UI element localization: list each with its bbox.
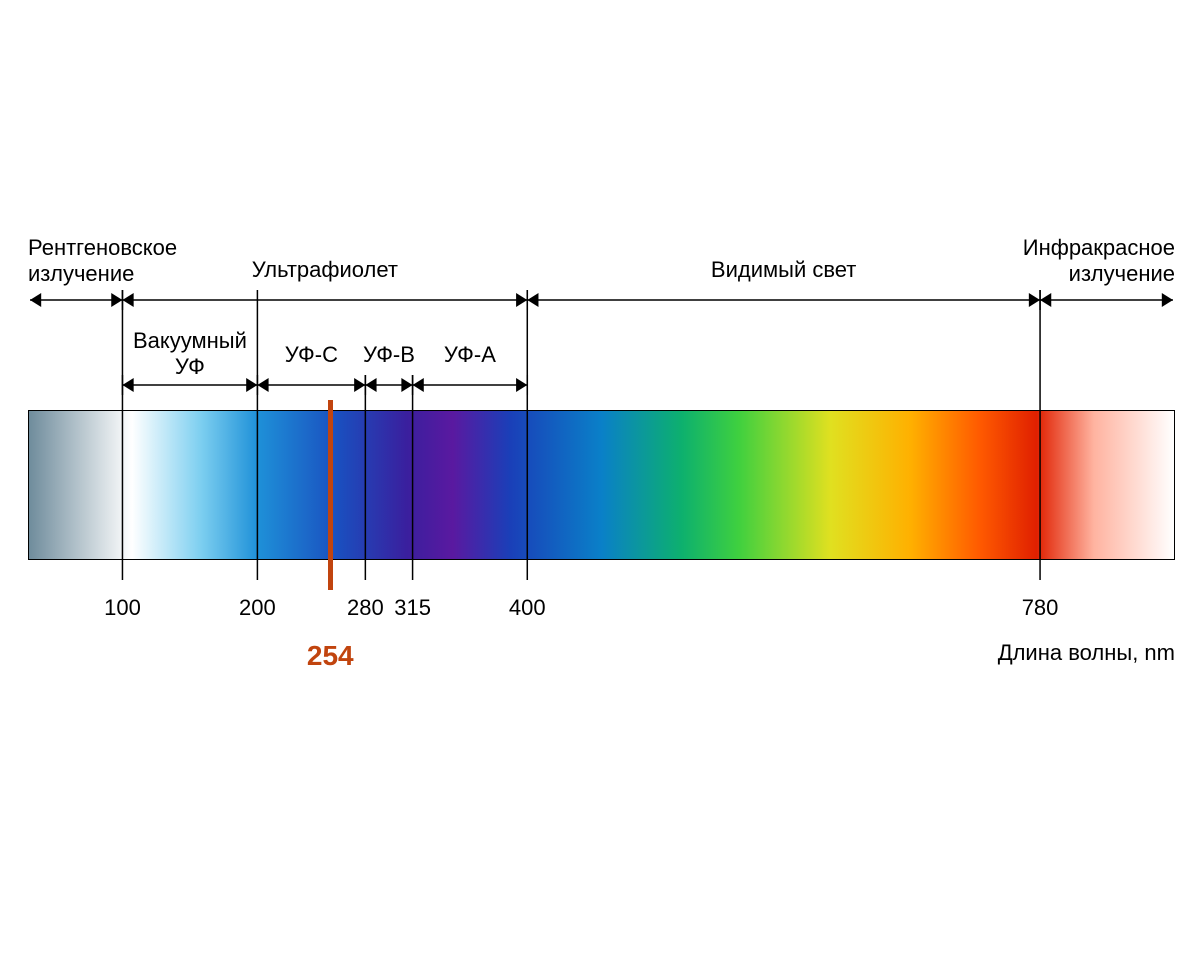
region-label-xray: Рентгеновскоеизлучение	[28, 235, 177, 287]
tick-280: 280	[347, 595, 384, 621]
region-label-visible: Видимый свет	[711, 257, 856, 283]
subregion-label-uvb: УФ-В	[363, 342, 415, 368]
tick-200: 200	[239, 595, 276, 621]
region-label-uv: Ультрафиолет	[252, 257, 398, 283]
tick-315: 315	[394, 595, 431, 621]
axis-label: Длина волны, nm	[998, 640, 1175, 666]
subregion-label-uvc: УФ-С	[285, 342, 338, 368]
region-label-ir: Инфракрасноеизлучение	[1023, 235, 1175, 287]
tick-780: 780	[1022, 595, 1059, 621]
tick-100: 100	[104, 595, 141, 621]
subregion-label-vacuum: ВакуумныйУФ	[133, 328, 247, 380]
highlight-line-254	[328, 400, 333, 590]
highlight-label-254: 254	[307, 640, 354, 672]
subregion-label-uva: УФ-А	[444, 342, 496, 368]
tick-400: 400	[509, 595, 546, 621]
spectrum-gradient-bar	[28, 410, 1175, 560]
spectrum-diagram: Рентгеновскоеизлучение Ультрафиолет Видимы…	[0, 0, 1200, 970]
